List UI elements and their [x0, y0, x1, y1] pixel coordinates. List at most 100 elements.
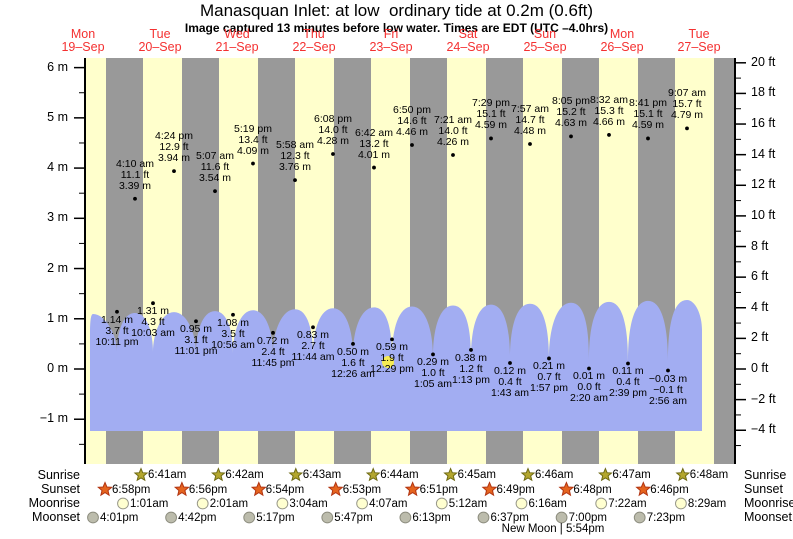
low-tide-m: 0.01 m	[572, 370, 606, 383]
high-tide-ft: 11.6 ft	[200, 161, 230, 174]
right-axis-label: 20 ft	[751, 54, 776, 69]
low-tide-m: 1.08 m	[216, 316, 250, 329]
low-tide-time: 1:57 pm	[530, 382, 568, 395]
high-tide-m: 4.09 m	[236, 144, 270, 157]
moonset-time: 4:42pm	[178, 511, 217, 524]
high-tide-label: 5:07 am 11.6 ft 3.54 m	[182, 151, 248, 184]
sunset-star-icon	[250, 481, 267, 497]
sunrise-star-icon	[675, 467, 691, 482]
low-tide-ft: 0.4 ft	[498, 375, 522, 388]
low-tide-ft: 1.2 ft	[459, 362, 483, 375]
low-tide-time: 11:01 pm	[174, 345, 218, 358]
high-tide-ft: 13.2 ft	[359, 137, 389, 150]
day-label: Fri 23–Sep	[358, 28, 424, 54]
high-tide-point	[133, 196, 137, 201]
sunrise-row-label-left: Sunrise	[37, 468, 80, 482]
high-tide-point	[607, 133, 611, 137]
high-tide-label: 6:50 pm 14.6 ft 4.46 m	[379, 104, 445, 138]
day-date: 22–Sep	[292, 40, 336, 54]
day-name: Sat	[458, 27, 478, 41]
day-label: Mon 19–Sep	[50, 28, 116, 54]
high-tide-time: 8:05 pm	[552, 95, 590, 108]
high-tide-point	[569, 134, 573, 139]
sunrise-row-label-right: Sunrise	[744, 468, 787, 482]
left-axis-label: 0 m	[47, 361, 68, 375]
low-tide-time: 10:11 pm	[95, 335, 139, 348]
low-tide-m: 0.29 m	[416, 356, 450, 369]
sunset-star-icon	[558, 481, 575, 497]
high-tide-point	[172, 169, 176, 173]
high-tide-m: 4.48 m	[513, 124, 547, 137]
high-tide-point	[251, 161, 255, 166]
sunset-time: 6:49pm	[496, 483, 535, 496]
low-tide-ft: 0.0 ft	[577, 381, 601, 394]
day-name: Thu	[303, 27, 325, 41]
low-tide-point	[271, 330, 275, 335]
sunset-time: 6:48pm	[573, 483, 612, 496]
low-tide-time: 10:03 am	[131, 327, 175, 340]
low-tide-ft: 2.4 ft	[261, 345, 285, 358]
moonrise-icon	[276, 497, 289, 510]
low-tide-point	[351, 341, 355, 346]
high-tide-ft: 15.1 ft	[476, 108, 506, 121]
low-tide-time: 2:20 am	[570, 392, 608, 405]
high-tide-m: 3.76 m	[278, 161, 312, 174]
high-tide-label: 7:57 am 14.7 ft 4.48 m	[497, 102, 563, 137]
day-label: Mon 26–Sep	[589, 28, 655, 54]
day-name: Tue	[149, 27, 171, 41]
low-tide-m: 0.12 m	[493, 364, 527, 377]
low-tide-label: 0.72 m 2.4 ft 11:45 pm	[240, 335, 306, 369]
sunrise-star-icon	[211, 467, 226, 482]
low-tide-point	[666, 368, 670, 373]
high-tide-point	[293, 178, 297, 183]
moonrise-icon	[675, 497, 687, 510]
sunset-star-icon	[635, 481, 652, 497]
low-tide-m: −0.03 m	[648, 372, 688, 385]
high-tide-m: 4.66 m	[592, 115, 626, 128]
sunset-time: 6:51pm	[419, 483, 458, 496]
low-tide-ft: −0.1 ft	[653, 383, 683, 396]
low-tide-label: 0.38 m 1.2 ft 1:13 pm	[438, 352, 504, 386]
right-axis-label: 12 ft	[751, 177, 776, 192]
low-tide-ft: 3.5 ft	[221, 327, 245, 340]
low-tide-time: 12:29 pm	[370, 363, 414, 376]
left-axis-label: −1 m	[39, 411, 68, 426]
low-tide-point	[390, 337, 394, 342]
day-date: 26–Sep	[600, 40, 644, 54]
high-tide-ft: 13.4 ft	[238, 133, 268, 146]
high-tide-ft: 14.0 ft	[318, 124, 348, 136]
sunset-time: 6:56pm	[188, 483, 228, 496]
high-tide-point	[646, 136, 650, 141]
high-tide-time: 6:42 am	[355, 126, 393, 139]
high-tide-point	[213, 189, 217, 194]
moonrise-time: 3:04am	[289, 497, 328, 510]
moonrise-time: 8:29am	[687, 497, 727, 510]
low-tide-label: 1.31 m 4.3 ft 10:03 am	[120, 306, 186, 339]
right-axis-label: 6 ft	[751, 269, 769, 284]
day-date: 19–Sep	[61, 40, 105, 54]
left-axis-label: 5 m	[47, 109, 68, 124]
low-tide-time: 12:26 am	[331, 367, 375, 380]
low-tide-ft: 1.9 ft	[380, 352, 404, 365]
sunrise-star-icon	[520, 467, 536, 482]
high-tide-time: 7:57 am	[511, 102, 549, 115]
high-tide-time: 5:58 am	[276, 139, 314, 152]
low-tide-time: 2:39 pm	[609, 387, 647, 400]
high-tide-label: 4:10 am 11.1 ft 3.39 m	[102, 158, 168, 192]
high-tide-time: 6:08 pm	[314, 113, 352, 125]
low-tide-label: 0.95 m 3.1 ft 11:01 pm	[163, 324, 229, 357]
sunset-star-icon	[97, 481, 113, 497]
low-tide-time: 2:56 am	[649, 394, 687, 407]
low-tide-label: 0.12 m 0.4 ft 1:43 am	[477, 364, 543, 399]
moonrise-time: 4:07am	[369, 497, 408, 510]
sunrise-star-icon	[288, 467, 304, 482]
sunset-star-icon	[404, 481, 421, 497]
low-tide-ft: 0.4 ft	[616, 376, 640, 389]
sunset-time: 6:46pm	[650, 483, 689, 496]
moonset-icon	[165, 511, 178, 524]
day-label: Sat 24–Sep	[435, 28, 501, 54]
high-tide-label: 7:29 pm 15.1 ft 4.59 m	[458, 98, 524, 131]
high-tide-label: 8:05 pm 15.2 ft 4.63 m	[538, 96, 604, 129]
moonset-time: 7:23pm	[646, 511, 686, 524]
high-tide-m: 4.46 m	[395, 125, 429, 138]
